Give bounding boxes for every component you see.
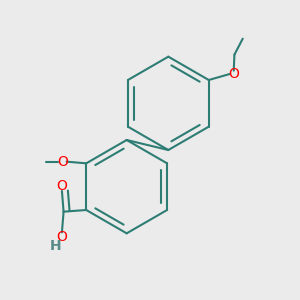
Text: O: O bbox=[56, 230, 68, 244]
Text: O: O bbox=[56, 179, 68, 193]
Text: O: O bbox=[228, 67, 239, 81]
Text: H: H bbox=[50, 239, 61, 253]
Text: O: O bbox=[57, 155, 68, 169]
